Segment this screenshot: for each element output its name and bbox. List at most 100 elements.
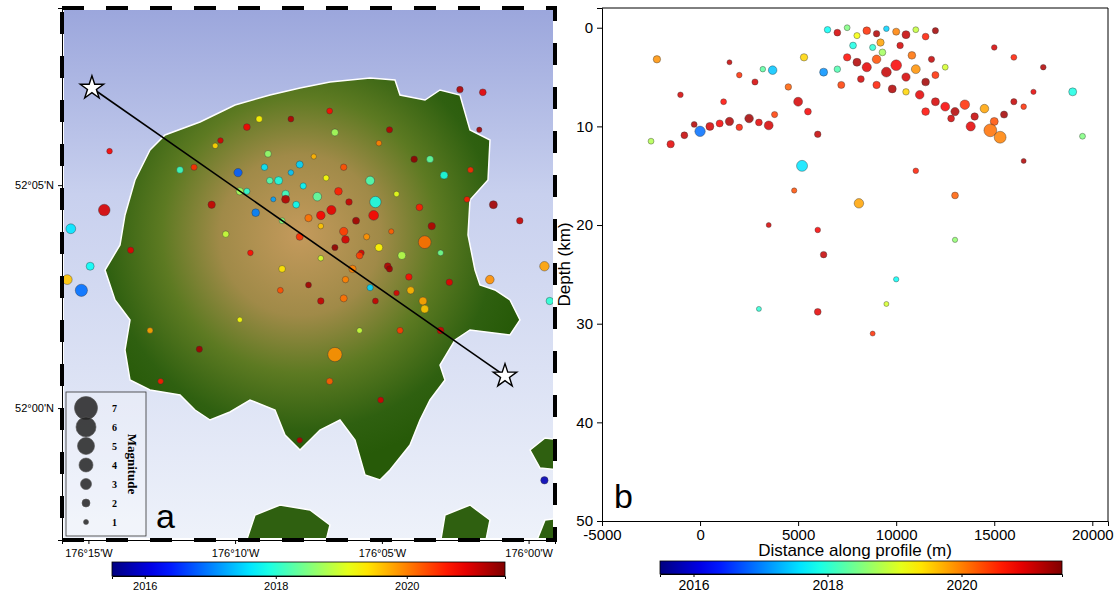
earthquake xyxy=(237,317,242,322)
earthquake xyxy=(893,28,900,35)
profile-end xyxy=(80,76,103,98)
earthquake xyxy=(922,78,930,86)
earthquake xyxy=(546,297,553,304)
earthquake xyxy=(894,277,899,282)
colorbar-axis: 201620182020 xyxy=(113,576,506,592)
earthquake xyxy=(820,68,828,76)
earthquake xyxy=(357,328,363,334)
earthquake xyxy=(256,116,263,123)
earthquake xyxy=(297,437,303,443)
earthquake xyxy=(872,55,881,64)
y-tick-label: 20 xyxy=(576,216,593,233)
earthquake xyxy=(389,229,394,234)
island xyxy=(245,505,330,540)
earthquake xyxy=(756,306,761,311)
earthquake xyxy=(932,28,938,34)
island xyxy=(535,518,555,540)
earthquake xyxy=(282,195,290,203)
earthquake xyxy=(838,81,845,88)
earthquake xyxy=(394,191,400,197)
earthquake xyxy=(318,223,324,229)
earthquake xyxy=(323,175,329,181)
earthquake xyxy=(296,161,303,168)
y-tick-label: 0 xyxy=(585,19,593,36)
earthquake xyxy=(406,274,413,281)
earthquake xyxy=(922,108,930,116)
y-tick: 40 xyxy=(576,414,602,431)
x-tick: 10000 xyxy=(876,521,918,543)
y-tick: 52°05'N xyxy=(15,179,62,191)
map-plot xyxy=(62,8,555,540)
y-tick: 50 xyxy=(576,512,602,529)
earthquake xyxy=(457,86,464,93)
earthquake xyxy=(653,56,660,63)
earthquake xyxy=(879,49,886,56)
earthquake xyxy=(438,250,444,256)
earthquake xyxy=(517,217,524,224)
earthquake xyxy=(277,287,283,293)
earthquake xyxy=(792,188,797,193)
earthquake xyxy=(326,378,333,385)
earthquake xyxy=(346,199,353,206)
earthquake xyxy=(218,138,224,144)
y-tick-label: 52°05'N xyxy=(15,179,54,191)
y-axis: 52°05'N52°00'N xyxy=(15,9,62,541)
earthquake xyxy=(884,301,889,306)
earthquake xyxy=(1011,99,1017,105)
earthquake xyxy=(834,66,841,73)
earthquake xyxy=(991,45,997,51)
earthquake xyxy=(369,210,379,220)
earthquake xyxy=(681,132,688,139)
earthquake xyxy=(844,25,850,31)
earthquake xyxy=(727,60,732,65)
earthquake xyxy=(208,201,215,208)
colorbar-axis-line xyxy=(113,577,506,580)
earthquake xyxy=(881,67,891,77)
y-tick-label: 30 xyxy=(576,315,593,332)
earthquake xyxy=(897,42,904,49)
earthquake xyxy=(128,247,134,253)
earthquake xyxy=(960,100,970,110)
earthquake xyxy=(1069,88,1077,96)
earthquake xyxy=(928,56,934,62)
colorbar-axis: 201620182020 xyxy=(661,574,1063,593)
earthquake xyxy=(86,262,94,270)
legend-circle xyxy=(75,397,98,420)
earthquake xyxy=(489,201,497,209)
earthquake xyxy=(421,305,429,313)
earthquake xyxy=(824,26,831,33)
earthquake xyxy=(541,477,548,484)
earthquake xyxy=(888,85,896,93)
earthquake xyxy=(244,188,250,194)
x-tick-mark xyxy=(382,540,383,544)
x-tick-label: 20000 xyxy=(1072,526,1114,543)
earthquake xyxy=(398,252,406,260)
y-tick-mark xyxy=(597,126,602,127)
y-tick: 10 xyxy=(576,118,602,135)
earthquake xyxy=(678,92,684,98)
earthquake xyxy=(797,160,808,171)
earthquake xyxy=(477,127,482,132)
earthquake xyxy=(311,154,316,159)
earthquake xyxy=(922,33,929,40)
y-tick-mark xyxy=(597,324,602,325)
earthquake xyxy=(951,107,959,115)
x-axis: -500005000100001500020000 xyxy=(583,521,1113,543)
earthquake xyxy=(903,89,910,96)
legend-label: 3 xyxy=(112,479,117,490)
earthquake xyxy=(815,227,821,233)
x-tick-label: 176°00'W xyxy=(505,547,553,559)
earthquake xyxy=(177,167,184,174)
earthquake xyxy=(1001,111,1008,118)
earthquake xyxy=(327,108,333,114)
x-tick-mark xyxy=(235,540,236,544)
plot-frame xyxy=(602,8,1108,521)
colorbar xyxy=(660,561,1062,574)
earthquake xyxy=(785,84,792,91)
earthquake xyxy=(313,192,322,201)
x-tick: 15000 xyxy=(974,521,1016,543)
earthquake xyxy=(265,150,272,157)
earthquake xyxy=(386,266,392,272)
legend-label: 7 xyxy=(112,403,117,414)
earthquake xyxy=(854,33,860,39)
